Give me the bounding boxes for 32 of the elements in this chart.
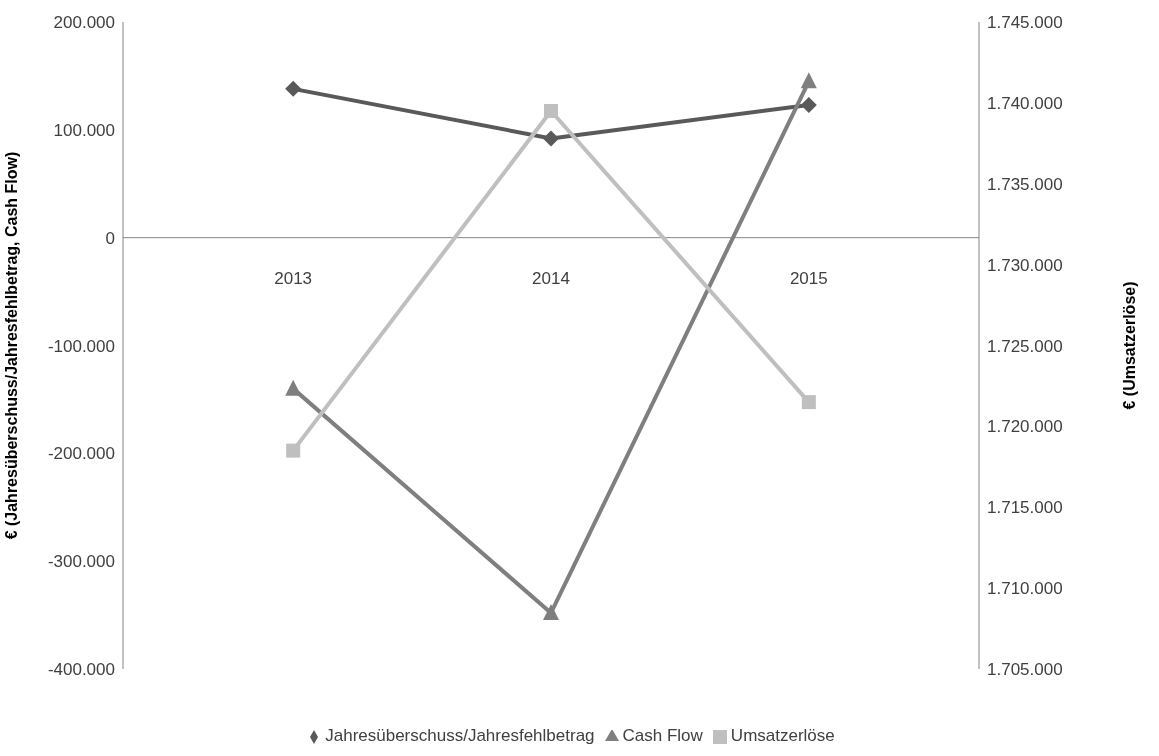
legend-label: Umsatzerlöse: [730, 726, 835, 745]
x-tick-label: 2013: [274, 269, 313, 289]
point: [800, 72, 817, 89]
y-tick-label: 200.000: [53, 13, 115, 33]
y2-tick-label: 1.740.000: [987, 93, 1063, 113]
y2-tick-label: 1.725.000: [987, 336, 1063, 356]
y2-tick-label: 1.720.000: [987, 417, 1063, 437]
point: [285, 80, 302, 97]
point: [543, 603, 559, 620]
y2-tick-label: 1.710.000: [987, 579, 1063, 599]
y-tick-label: -100.000: [47, 336, 115, 356]
x-tick-label: 2014: [532, 269, 570, 289]
y-tick-label: 0: [105, 228, 115, 248]
y2-tick-label: 1.715.000: [987, 498, 1063, 518]
point: [286, 443, 301, 458]
y-tick-label: -300.000: [47, 552, 115, 572]
y-axis-title: € (Jahresüberschuss/Jahresfehlbetrag, Cash Flow): [2, 151, 20, 540]
legend-label: Cash Flow: [622, 726, 703, 745]
y2-axis-title: € (Umsatzerlöse): [1120, 281, 1138, 410]
point: [801, 395, 816, 410]
y2-tick-label: 1.735.000: [987, 174, 1063, 194]
point: [800, 97, 817, 114]
x-tick-label: 2015: [789, 269, 828, 289]
point: [543, 130, 559, 147]
y-tick-label: 100.000: [53, 120, 115, 140]
y2-tick-label: 1.705.000: [987, 660, 1063, 680]
y2-tick-label: 1.745.000: [987, 13, 1063, 33]
y2-tick-label: 1.730.000: [987, 255, 1063, 275]
legend-label: Jahresüberschuss/Jahresfehlbetrag: [325, 726, 595, 745]
point: [544, 103, 558, 118]
y-tick-label: -200.000: [47, 444, 115, 464]
y-tick-label: -400.000: [47, 660, 115, 680]
